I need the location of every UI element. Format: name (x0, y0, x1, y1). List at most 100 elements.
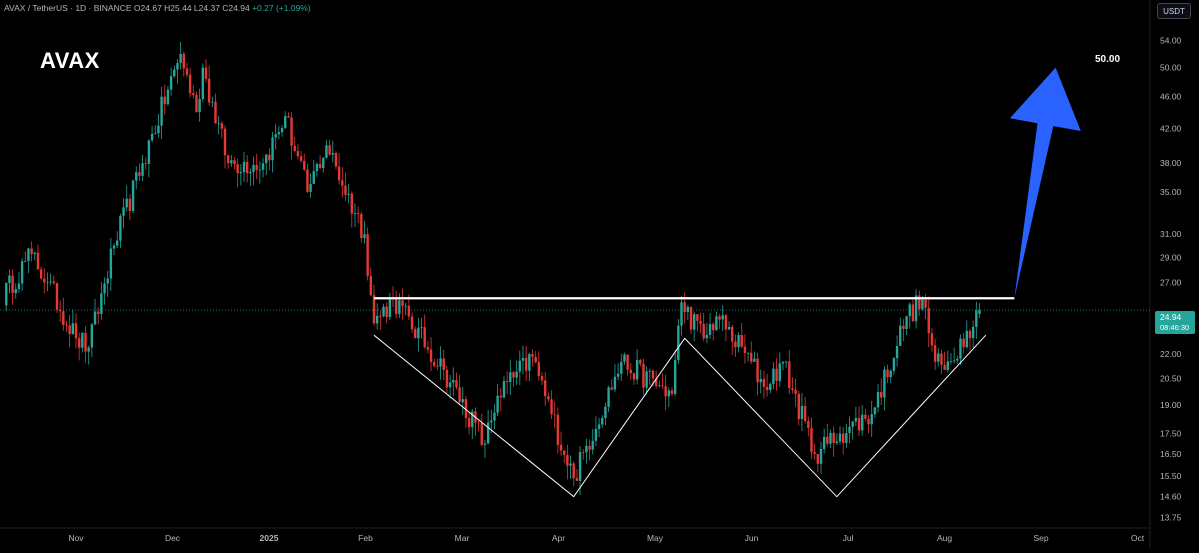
candle-body (864, 414, 867, 419)
candle-body (24, 261, 27, 262)
candle-body (287, 116, 290, 118)
bullish-target-arrow[interactable] (1009, 67, 1081, 299)
candle-body (952, 360, 956, 362)
currency-button[interactable]: USDT (1157, 3, 1191, 19)
candle-body (531, 354, 534, 357)
candle-body (943, 364, 946, 370)
candle-body (718, 316, 721, 320)
candle-body (971, 326, 975, 338)
candle-body (160, 96, 163, 126)
candle-body (265, 154, 268, 164)
candle-body (816, 454, 820, 464)
candle-body (239, 172, 243, 174)
candle-body (195, 95, 198, 113)
candle-body (36, 252, 40, 270)
candle-body (731, 326, 734, 342)
pattern-trendline[interactable] (373, 334, 987, 498)
candle-body (905, 316, 908, 329)
candle-body (233, 160, 236, 165)
candle-body (350, 193, 354, 214)
candle-body (128, 198, 132, 211)
candle-body (461, 399, 464, 403)
candle-body (689, 306, 693, 330)
candle-body (81, 332, 84, 348)
candle-body (629, 369, 632, 374)
candle-body (813, 452, 816, 455)
candle-body (658, 385, 661, 387)
price-tick-label: 19.00 (1160, 400, 1182, 410)
candle-body (331, 153, 334, 155)
candle-body (493, 412, 496, 421)
candle-body (867, 418, 870, 425)
candle-body (141, 163, 144, 176)
candle-body (337, 166, 341, 181)
time-tick-label: Jul (843, 533, 854, 543)
candle-body (306, 169, 309, 192)
candle-body (467, 418, 471, 428)
candle-body (192, 93, 195, 96)
price-tick-label: 14.60 (1160, 492, 1182, 502)
price-tick-label: 35.00 (1160, 187, 1182, 197)
candle-body (401, 300, 404, 306)
candle-body (334, 153, 338, 167)
candle-body (930, 333, 934, 346)
price-tick-label: 22.00 (1160, 349, 1182, 359)
candle-body (372, 295, 376, 324)
candle-body (20, 261, 24, 284)
price-tick-label: 31.00 (1160, 229, 1182, 239)
candle-body (651, 370, 655, 379)
candle-body (455, 380, 458, 388)
candle-body (439, 358, 442, 367)
time-tick-label: Nov (68, 533, 84, 543)
candle-body (71, 323, 75, 335)
candle-body (594, 428, 598, 441)
candle-body (667, 390, 671, 397)
candle-body (975, 310, 978, 327)
symbol-header[interactable]: AVAX / TetherUS · 1D · BINANCE O24.67 H2… (4, 3, 311, 13)
candle-body (908, 304, 911, 317)
candle-body (122, 207, 125, 216)
candle-body (138, 172, 141, 176)
candle-body (946, 361, 949, 370)
candle-body (670, 390, 674, 395)
candle-body (236, 164, 239, 174)
candle-body (423, 327, 426, 348)
candle-body (933, 345, 937, 362)
candle-body (635, 360, 639, 380)
candle-body (385, 306, 388, 318)
candle-body (750, 352, 753, 362)
candle-body (49, 281, 52, 283)
time-tick-label: Jun (745, 533, 759, 543)
symbol-name[interactable]: AVAX / TetherUS · 1D · BINANCE (4, 3, 132, 13)
candle-body (692, 314, 696, 330)
candle-body (271, 137, 274, 161)
price-tick-label: 54.00 (1160, 36, 1182, 46)
candle-body (293, 145, 296, 151)
candle-body (93, 311, 97, 325)
candle-body (791, 388, 794, 390)
candle-body (5, 282, 8, 306)
candle-body (369, 275, 373, 296)
time-axis[interactable]: Nov Dec 2025 Feb Mar Apr May Jun Jul Aug Sep Oct (68, 533, 1144, 543)
price-tick-label: 15.50 (1160, 471, 1182, 481)
candle-body (277, 132, 281, 135)
candle-body (214, 101, 217, 124)
candle-body (116, 240, 119, 246)
drawings[interactable] (373, 67, 1081, 498)
candle-body (572, 463, 575, 479)
candle-body (794, 389, 797, 394)
candle-body (182, 53, 185, 69)
candle-body (512, 372, 515, 378)
candle-body (591, 440, 594, 450)
candle-body (911, 304, 915, 322)
candle-body (417, 327, 420, 339)
candle-body (699, 320, 702, 324)
candle-body (661, 385, 664, 387)
candle-body (569, 463, 572, 466)
candle-body (163, 96, 166, 105)
candle-body (30, 248, 33, 254)
candle-body (515, 371, 518, 378)
time-tick-label: Mar (455, 533, 470, 543)
